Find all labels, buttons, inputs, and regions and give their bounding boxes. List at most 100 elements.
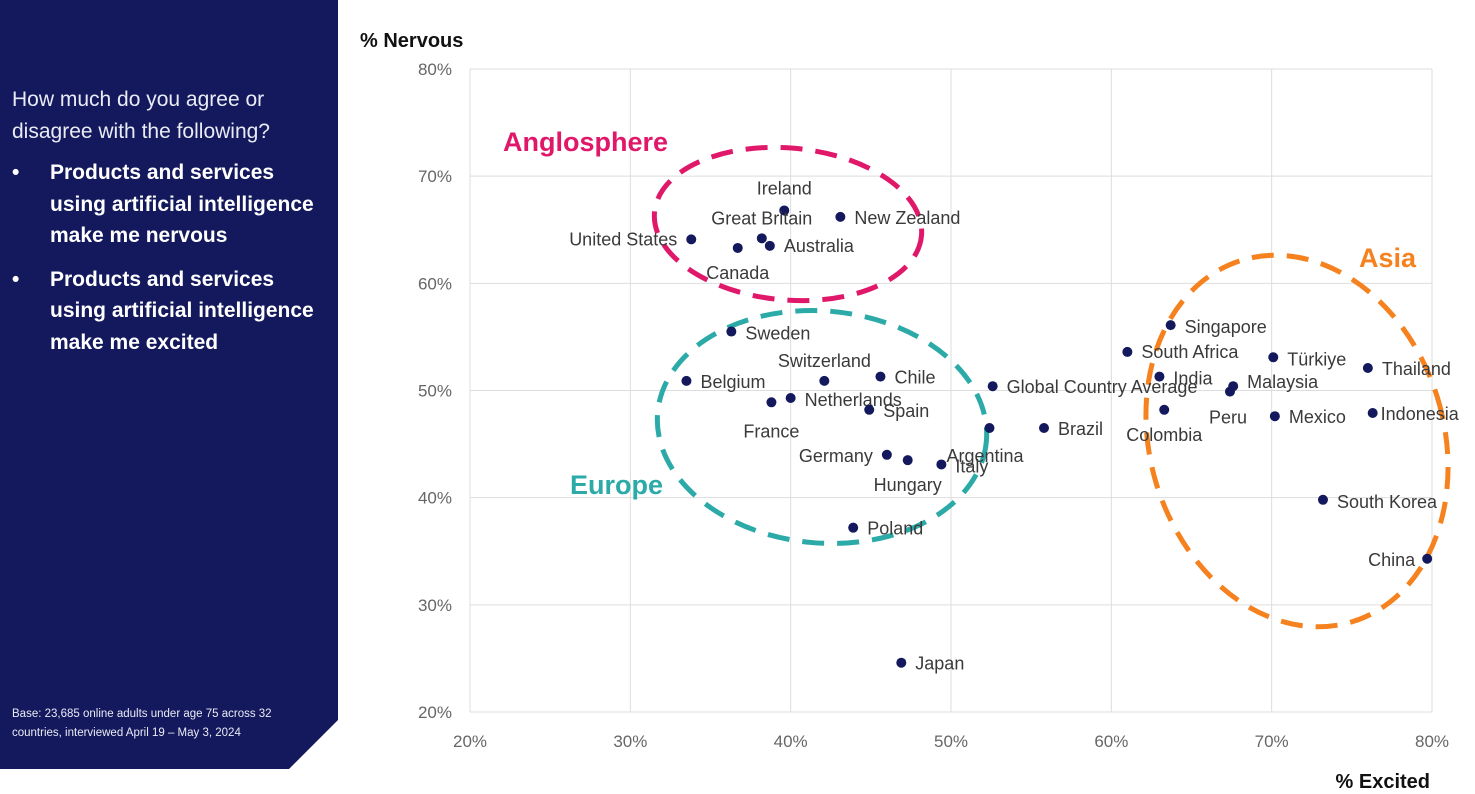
tick-labels: 20% 30% 40% 50% 60% 70% 80% 20% 30% 40% 50% 60% 70% 8… (418, 60, 1449, 751)
data-point (1165, 320, 1176, 331)
data-point (936, 459, 947, 470)
bullet-icon: • (12, 267, 20, 291)
x-tick-label: 60% (1094, 732, 1128, 751)
point-label: Spain (883, 401, 929, 421)
point-label: Argentina (946, 446, 1024, 466)
point-label: Switzerland (778, 351, 871, 371)
point-label: Great Britain (711, 208, 812, 228)
anglosphere-ring (651, 144, 925, 304)
data-point (864, 404, 875, 415)
statement-list: • Products and services using artificial… (12, 157, 327, 370)
side-panel: How much do you agree or disagree with t… (0, 0, 338, 769)
data-point (1269, 411, 1280, 422)
y-tick-label: 60% (418, 274, 452, 293)
point-label: Indonesia (1381, 404, 1460, 424)
point-label: Hungary (874, 475, 942, 495)
europe-ring (654, 308, 990, 546)
point-label: Germany (799, 446, 873, 466)
data-point (1038, 423, 1049, 434)
point-label: Australia (784, 236, 855, 256)
point-label: Brazil (1058, 419, 1103, 439)
group-rings (651, 144, 1451, 630)
grid-layer (469, 68, 1433, 713)
data-point (875, 371, 886, 382)
statement-nervous-text: Products and services using artificial i… (50, 161, 314, 247)
point-label: South Africa (1141, 342, 1239, 362)
point-label: Mexico (1289, 407, 1346, 427)
data-point (1422, 553, 1433, 564)
y-axis-title: % Nervous (360, 30, 463, 52)
data-point (984, 423, 995, 434)
data-point (848, 522, 859, 533)
point-label: India (1173, 369, 1213, 389)
data-point (881, 449, 892, 460)
point-label: Thailand (1382, 359, 1451, 379)
y-tick-label: 30% (418, 596, 452, 615)
bullet-icon: • (12, 161, 20, 184)
point-label: Ireland (757, 178, 812, 198)
point-label: Malaysia (1247, 372, 1319, 392)
data-points: Ireland New Zealand Great Britain United St… (569, 178, 1460, 673)
point-label: Sweden (745, 324, 810, 344)
y-tick-label: 70% (418, 167, 452, 186)
point-label: Colombia (1126, 425, 1203, 445)
point-label: China (1368, 550, 1416, 570)
x-tick-label: 20% (453, 732, 487, 751)
y-tick-label: 20% (418, 703, 452, 722)
data-point (1367, 408, 1378, 419)
europe-group-label: Europe (570, 470, 663, 500)
x-tick-label: 50% (934, 732, 968, 751)
base-note: Base: 23,685 online adults under age 75 … (12, 708, 272, 739)
point-label: Global Country Average (1007, 377, 1198, 397)
data-point (785, 393, 796, 404)
data-point (1122, 346, 1133, 357)
x-tick-label: 80% (1415, 732, 1449, 751)
data-point (1159, 404, 1170, 415)
point-label: Peru (1209, 408, 1247, 428)
y-tick-label: 50% (418, 382, 452, 401)
data-point (764, 240, 775, 251)
point-label: Netherlands (805, 390, 902, 410)
point-label: Italy (955, 456, 988, 476)
anglosphere-group-label: Anglosphere (503, 127, 668, 157)
data-point (987, 381, 998, 392)
y-tick-label: 80% (418, 60, 452, 79)
point-label: Türkiye (1287, 349, 1346, 369)
point-label: United States (569, 229, 677, 249)
statement-excited-text: Products and services using artificial i… (50, 267, 314, 354)
point-label: France (743, 421, 799, 441)
data-point (1317, 494, 1328, 505)
point-label: Japan (915, 654, 964, 674)
point-label: Canada (706, 263, 770, 283)
data-point (779, 205, 790, 216)
data-point (896, 657, 907, 668)
data-point (732, 242, 743, 253)
data-point (1154, 371, 1165, 382)
data-point (1362, 362, 1373, 373)
question-text: How much do you agree or disagree with t… (12, 88, 270, 143)
x-axis-title: % Excited (1336, 771, 1430, 793)
data-point (686, 234, 697, 245)
data-point (835, 211, 846, 222)
asia-group-label: Asia (1359, 243, 1417, 273)
statement-excited: • Products and services using artificial… (12, 264, 327, 359)
point-label: New Zealand (854, 208, 960, 228)
data-point (766, 397, 777, 408)
data-point (1224, 386, 1235, 397)
data-point (902, 455, 913, 466)
point-label: Singapore (1185, 317, 1267, 337)
asia-ring (1143, 252, 1451, 630)
data-point (1268, 352, 1279, 363)
x-tick-label: 30% (613, 732, 647, 751)
x-tick-label: 40% (774, 732, 808, 751)
data-point (819, 375, 830, 386)
data-point (681, 375, 692, 386)
data-point (756, 233, 767, 244)
point-label: South Korea (1337, 492, 1438, 512)
y-tick-label: 40% (418, 489, 452, 508)
point-label: Chile (894, 368, 935, 388)
data-point (726, 326, 737, 337)
x-tick-label: 70% (1255, 732, 1289, 751)
point-label: Poland (867, 519, 923, 539)
